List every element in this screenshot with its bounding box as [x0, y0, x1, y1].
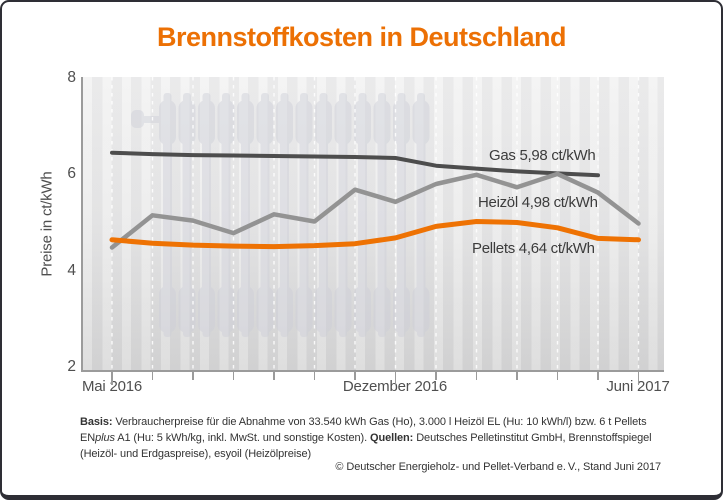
series-label-heizoel: Heizöl 4,98 ct/kWh — [478, 194, 598, 211]
x-tick-label-mai-2016: Mai 2016 — [81, 378, 143, 395]
x-axis-tick — [354, 372, 356, 380]
series-line-gas — [110, 150, 600, 178]
series-line-pellets — [109, 219, 641, 250]
series-line-heizoel — [109, 171, 641, 250]
x-axis-tick — [637, 372, 640, 385]
x-axis-line — [81, 370, 664, 372]
x-axis-tick — [556, 372, 559, 380]
y-axis-line — [81, 77, 83, 372]
x-axis-tick — [516, 372, 518, 380]
y-tick-label-2: 2 — [67, 358, 76, 375]
x-axis-tick — [597, 372, 599, 380]
page-title: Brennstoffkosten in Deutschland — [156, 22, 567, 52]
x-axis-tick — [273, 372, 275, 380]
plot-area: Gas 5,98 ct/kWh Heizöl 4,98 ct/kWh Pelle… — [83, 77, 664, 370]
series-label-pellets: Pellets 4,64 ct/kWh — [472, 240, 595, 257]
fuel-cost-line-chart — [109, 77, 641, 370]
y-tick-label-4: 4 — [67, 262, 76, 279]
footnote: Basis: Verbraucherpreise für die Abnahme… — [80, 414, 672, 462]
footnote-line: Basis: Verbraucherpreise für die Abnahme… — [80, 416, 647, 428]
y-tick-label-8: 8 — [67, 69, 76, 86]
x-tick-label-juni-2017: Juni 2017 — [606, 378, 670, 395]
watermark-radiator-icon — [131, 93, 430, 337]
footnote-line: (Heizöl- und Erdgaspreise), esyoil (Heiz… — [80, 448, 312, 460]
y-tick-label-6: 6 — [67, 165, 76, 182]
copyright: © Deutscher Energieholz- und Pellet-Verb… — [335, 461, 661, 473]
x-axis-tick — [192, 372, 194, 380]
x-axis-tick — [111, 372, 113, 385]
x-axis-tick — [435, 372, 437, 380]
footnote-line: ENplus A1 (Hu: 5 kWh/kg, inkl. MwSt. und… — [80, 432, 652, 444]
x-axis-tick — [475, 372, 478, 380]
x-axis-tick — [151, 372, 154, 380]
series-label-gas: Gas 5,98 ct/kWh — [489, 147, 596, 164]
x-axis-tick — [232, 372, 235, 380]
y-axis-title: Preise in ct/kWh — [38, 171, 56, 277]
x-axis-tick — [394, 372, 397, 385]
x-tick-label-dezember-2016: Dezember 2016 — [342, 378, 448, 395]
x-axis-tick — [313, 372, 316, 380]
